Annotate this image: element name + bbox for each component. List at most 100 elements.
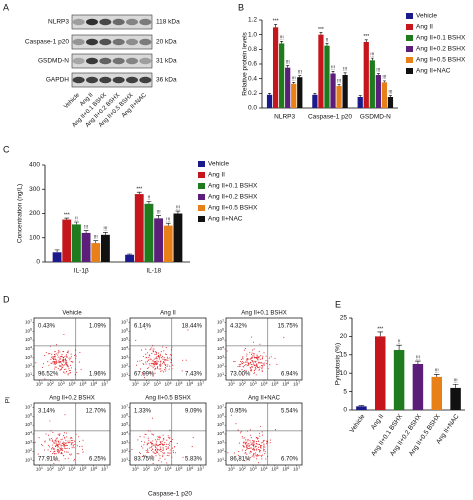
legend-label: Ang II+NAC bbox=[416, 68, 451, 75]
flow-event bbox=[64, 356, 65, 357]
flow-event bbox=[159, 458, 160, 459]
bar bbox=[336, 86, 341, 108]
flow-event bbox=[252, 456, 253, 457]
flow-event bbox=[60, 448, 61, 449]
blot-size-label: 20 kDa bbox=[156, 39, 177, 46]
flow-event bbox=[48, 353, 49, 354]
legend-label: Vehicle bbox=[208, 161, 229, 168]
flow-event bbox=[77, 445, 78, 446]
flow-tick-label: 103 bbox=[250, 466, 257, 472]
x-axis-label: Caspase-1 p20 bbox=[148, 491, 192, 498]
flow-event bbox=[168, 448, 169, 449]
y-tick-label: 0 bbox=[36, 259, 40, 266]
y-tick-label: 0.0 bbox=[248, 105, 257, 112]
flow-event bbox=[52, 447, 53, 448]
flow-event bbox=[78, 436, 79, 437]
flow-event bbox=[60, 365, 61, 366]
tick-exponent: 6 bbox=[95, 466, 97, 470]
flow-event bbox=[69, 442, 70, 443]
flow-event bbox=[141, 350, 142, 351]
flow-event bbox=[154, 373, 155, 374]
flow-event bbox=[44, 449, 45, 450]
flow-event bbox=[159, 358, 160, 359]
legend-swatch bbox=[198, 172, 205, 178]
legend-swatch bbox=[406, 13, 413, 19]
flow-event bbox=[79, 362, 80, 363]
flow-event bbox=[264, 362, 265, 363]
flow-event bbox=[148, 443, 149, 444]
flow-event bbox=[243, 441, 244, 442]
error-bar bbox=[55, 250, 60, 252]
flow-tick-label: 107 bbox=[217, 319, 224, 325]
bar bbox=[62, 220, 71, 262]
flow-event bbox=[239, 443, 240, 444]
flow-event bbox=[54, 453, 55, 454]
flow-event bbox=[63, 445, 64, 446]
significance-label: *** bbox=[273, 19, 279, 25]
flow-event bbox=[167, 357, 168, 358]
error-bar bbox=[396, 345, 402, 350]
flow-event bbox=[245, 443, 246, 444]
flow-tick-label: 103 bbox=[250, 381, 257, 387]
flow-event bbox=[262, 371, 263, 372]
flow-event bbox=[227, 350, 228, 351]
flow-event bbox=[71, 361, 72, 362]
flow-event bbox=[262, 431, 263, 432]
tick-exponent: 6 bbox=[126, 413, 128, 417]
flow-event bbox=[163, 444, 164, 445]
flow-event bbox=[38, 454, 39, 455]
flow-event bbox=[253, 455, 254, 456]
flow-event bbox=[257, 355, 258, 356]
significance-label: *** bbox=[64, 212, 70, 218]
flow-event bbox=[165, 367, 166, 368]
flow-tick-label: 105 bbox=[25, 421, 32, 427]
flow-event bbox=[161, 461, 162, 462]
flow-event bbox=[61, 366, 62, 367]
flow-event bbox=[149, 355, 150, 356]
flow-event bbox=[63, 359, 64, 360]
tick-exponent: 3 bbox=[255, 466, 257, 470]
flow-event bbox=[158, 356, 159, 357]
bar bbox=[312, 95, 317, 108]
flow-event bbox=[192, 446, 193, 447]
tick-exponent: 5 bbox=[30, 421, 32, 425]
tick-exponent: 4 bbox=[30, 430, 32, 434]
tick-exponent: 6 bbox=[30, 413, 32, 417]
flow-event bbox=[74, 444, 75, 445]
flow-event bbox=[251, 360, 252, 361]
flow-event bbox=[264, 447, 265, 448]
flow-event bbox=[157, 356, 158, 357]
flow-event bbox=[275, 429, 276, 430]
y-tick-label: 0.2 bbox=[248, 90, 257, 97]
flow-tick-label: 105 bbox=[217, 421, 224, 427]
flow-event bbox=[158, 453, 159, 454]
flow-event bbox=[157, 452, 158, 453]
flow-tick-label: 101 bbox=[228, 466, 235, 472]
flow-event bbox=[153, 463, 154, 464]
bar bbox=[91, 243, 100, 262]
flow-event bbox=[43, 363, 44, 364]
tick-exponent: 6 bbox=[191, 466, 193, 470]
flow-event bbox=[258, 447, 259, 448]
significance-label: !!! bbox=[84, 225, 88, 231]
flow-event bbox=[257, 366, 258, 367]
flow-event bbox=[259, 362, 260, 363]
error-bar bbox=[274, 24, 277, 27]
blot-size-label: 31 kDa bbox=[156, 58, 177, 65]
tick-exponent: 5 bbox=[222, 336, 224, 340]
flow-event bbox=[174, 446, 175, 447]
flow-tick-label: 107 bbox=[101, 466, 108, 472]
tick-exponent: 1 bbox=[137, 381, 139, 385]
tick-exponent: 1 bbox=[126, 457, 128, 461]
tick-exponent: 4 bbox=[170, 381, 172, 385]
flow-event bbox=[62, 351, 63, 352]
flow-event bbox=[249, 445, 250, 446]
flow-tick-label: 105 bbox=[79, 466, 86, 472]
flow-event bbox=[55, 367, 56, 368]
flow-tick-label: 105 bbox=[271, 381, 278, 387]
flow-event bbox=[161, 351, 162, 352]
flow-event bbox=[81, 369, 82, 370]
bar bbox=[330, 74, 335, 108]
flow-event bbox=[71, 438, 72, 439]
flow-event bbox=[251, 437, 252, 438]
